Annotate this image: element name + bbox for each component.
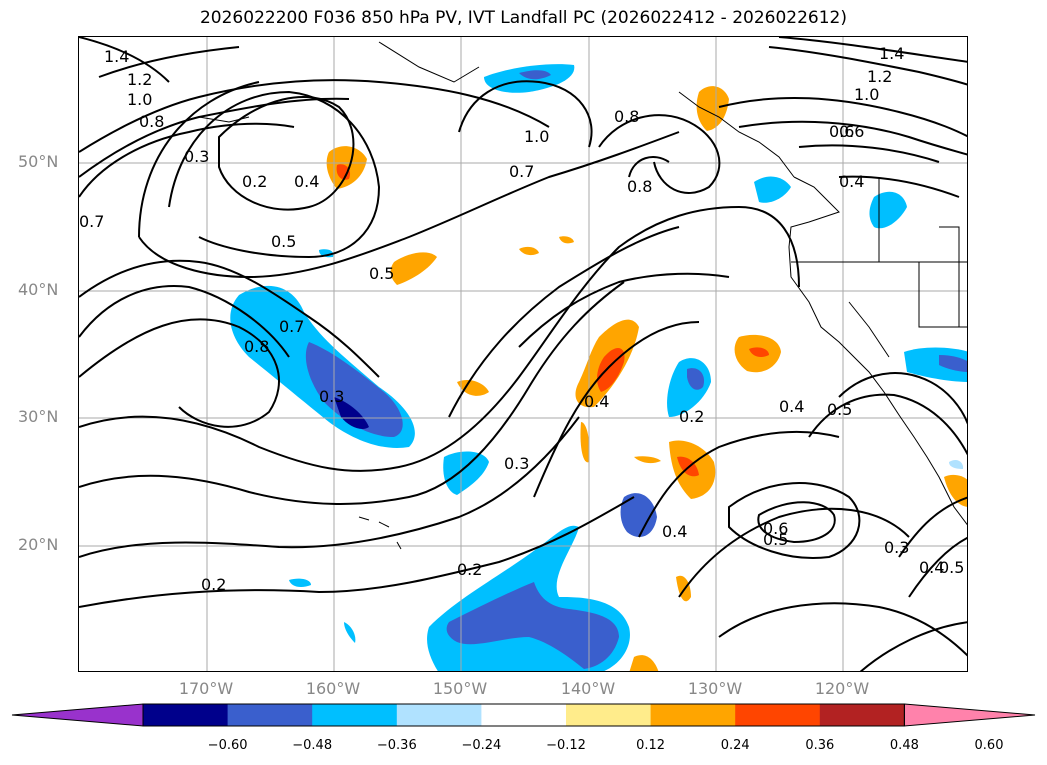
contour-label: 0.8 bbox=[627, 177, 652, 196]
contour-label: 1.2 bbox=[127, 70, 152, 89]
contour-label: 0.3 bbox=[319, 387, 344, 406]
lat-label-40n: 40°N bbox=[18, 280, 59, 299]
colorbar-cell bbox=[819, 704, 905, 726]
coastlines bbox=[198, 41, 967, 550]
contour-label: 1.0 bbox=[854, 85, 879, 104]
contour-label: 0.2 bbox=[457, 560, 482, 579]
lon-label-130w: 130°W bbox=[687, 679, 743, 698]
contour-label: 0.5 bbox=[763, 530, 788, 549]
contour-label: 0.5 bbox=[271, 232, 296, 251]
plot-title: 2026022200 F036 850 hPa PV, IVT Landfall… bbox=[199, 8, 847, 28]
contour-label: 0.5 bbox=[369, 264, 394, 283]
contour-label: 0.3 bbox=[184, 147, 209, 166]
colorbar-cell bbox=[650, 704, 736, 726]
contour-label: 0.4 bbox=[294, 172, 319, 191]
colorbar-cell bbox=[143, 704, 229, 726]
contour-label: 0.4 bbox=[839, 172, 864, 191]
colorbar-tick-label: 0.24 bbox=[720, 738, 750, 753]
colorbar-tick-label: 0.48 bbox=[889, 738, 919, 753]
lat-label-20n: 20°N bbox=[18, 535, 59, 554]
lon-label-150w: 150°W bbox=[432, 679, 488, 698]
contour-label: 0.6 bbox=[763, 519, 788, 538]
colorbar-extend-right bbox=[903, 703, 1036, 727]
contour-label: 0.5 bbox=[939, 558, 964, 577]
colorbar-cell bbox=[481, 704, 567, 726]
contour-label: 0.4 bbox=[779, 397, 804, 416]
colorbar-tick-label: 0.36 bbox=[805, 738, 835, 753]
contour-label: 0.3 bbox=[504, 454, 529, 473]
colorbar-cell bbox=[312, 704, 398, 726]
colorbar-cell bbox=[566, 704, 652, 726]
colorbar-tick-label: −0.12 bbox=[546, 738, 586, 753]
colorbar-tick-label: −0.60 bbox=[207, 738, 248, 753]
contour-label: 1.0 bbox=[524, 127, 549, 146]
contour-label: 0.4 bbox=[662, 522, 687, 541]
pv-contours bbox=[79, 37, 967, 671]
colorbar-cell bbox=[227, 704, 313, 726]
colorbar-cell bbox=[735, 704, 821, 726]
contour-label: 1.4 bbox=[104, 47, 129, 66]
contour-label: 0.2 bbox=[201, 575, 226, 594]
colorbar-outline bbox=[142, 703, 905, 727]
colorbar-tick-label: −0.36 bbox=[376, 738, 417, 753]
contour-label: 0.4 bbox=[919, 558, 944, 577]
contour-label: 0.7 bbox=[79, 212, 104, 231]
contour-label: 0.7 bbox=[279, 317, 304, 336]
contour-label: 0.6 bbox=[829, 122, 854, 141]
contour-label: 0.8 bbox=[614, 107, 639, 126]
contour-label: 1.2 bbox=[867, 67, 892, 86]
contour-label: 0.5 bbox=[827, 400, 852, 419]
lat-label-50n: 50°N bbox=[18, 152, 59, 171]
contour-label: 1.0 bbox=[127, 90, 152, 109]
colorbar-tick-label: 0.12 bbox=[636, 738, 666, 753]
colorbar-tick-label: 0.60 bbox=[974, 738, 1004, 753]
lon-label-140w: 140°W bbox=[560, 679, 616, 698]
map-panel: 1.4 1.2 1.0 0.8 0.3 0.2 0.4 0.5 0.7 0.5 … bbox=[78, 36, 968, 672]
colorbar-tick-label: −0.24 bbox=[461, 738, 502, 753]
contour-label: 0.2 bbox=[679, 407, 704, 426]
colorbar-tick-label: −0.48 bbox=[292, 738, 333, 753]
lon-label-170w: 170°W bbox=[178, 679, 234, 698]
contour-label: 0.6 bbox=[839, 122, 864, 141]
contour-label: 0.3 bbox=[884, 538, 909, 557]
contour-labels: 1.4 1.2 1.0 0.8 0.3 0.2 0.4 0.5 0.7 0.5 … bbox=[79, 44, 964, 594]
shading-layer bbox=[230, 64, 967, 671]
colorbar-extend-left bbox=[11, 703, 144, 727]
contour-label: 0.8 bbox=[244, 337, 269, 356]
colorbar bbox=[11, 703, 1036, 727]
gridlines bbox=[79, 37, 967, 671]
lat-label-30n: 30°N bbox=[18, 407, 59, 426]
contour-label: 0.4 bbox=[584, 392, 609, 411]
contour-label: 1.4 bbox=[879, 44, 904, 63]
contour-label: 0.8 bbox=[139, 112, 164, 131]
contour-label: 0.2 bbox=[242, 172, 267, 191]
map-canvas: 1.4 1.2 1.0 0.8 0.3 0.2 0.4 0.5 0.7 0.5 … bbox=[79, 37, 967, 671]
lon-label-160w: 160°W bbox=[305, 679, 361, 698]
contour-label: 0.7 bbox=[509, 162, 534, 181]
lon-label-120w: 120°W bbox=[814, 679, 870, 698]
colorbar-cell bbox=[396, 704, 482, 726]
